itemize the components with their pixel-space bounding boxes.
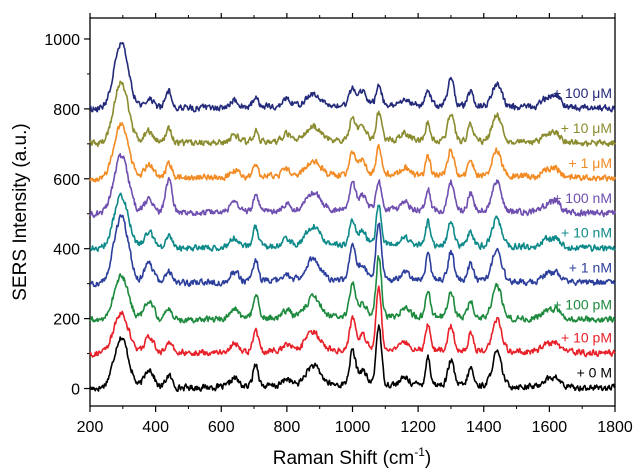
series-label: + 1 μM [569, 155, 612, 171]
y-tick-label: 1000 [44, 32, 80, 49]
series-line [89, 192, 616, 252]
x-tick-label: 1600 [532, 419, 568, 436]
axis-ticks: 200 400 600 800 1000 1200 1400 1600 1800 0 200 400 6… [44, 13, 633, 436]
x-tick-label: 1800 [597, 419, 633, 436]
x-tick-label: 1000 [335, 419, 371, 436]
x-tick-label: 1400 [466, 419, 502, 436]
y-tick-label: 200 [53, 312, 80, 329]
series-lines [89, 41, 616, 392]
series-label: + 100 nM [553, 190, 612, 206]
series-line [89, 285, 616, 358]
series-label: + 100 μM [553, 85, 612, 101]
series-line [89, 324, 616, 392]
y-axis-title: SERS Intensity (a.u.) [10, 123, 31, 300]
x-tick-label: 600 [208, 419, 235, 436]
x-tick-label: 400 [142, 419, 169, 436]
series-label: + 10 pM [561, 330, 612, 346]
series-label: + 1 nM [569, 260, 612, 276]
x-tick-label: 1200 [400, 419, 436, 436]
y-tick-label: 0 [71, 382, 80, 399]
x-tick-label: 800 [274, 419, 301, 436]
series-labels: + 0 M + 10 pM + 100 pM + 1 nM + 10 nM + 100 n… [553, 85, 612, 381]
series-line [89, 255, 616, 324]
series-line [89, 152, 616, 219]
series-label: + 100 pM [553, 296, 612, 312]
series-line [89, 80, 616, 148]
series-line [89, 41, 616, 113]
series-line [89, 214, 616, 288]
x-axis-title: Raman Shift (cm-1) [273, 445, 431, 469]
x-tick-label: 200 [77, 419, 104, 436]
y-tick-label: 400 [53, 242, 80, 259]
y-tick-label: 600 [53, 172, 80, 189]
y-tick-label: 800 [53, 102, 80, 119]
series-line [89, 122, 616, 183]
series-label: + 10 nM [561, 225, 612, 241]
series-label: + 0 M [577, 365, 612, 381]
series-label: + 10 μM [561, 120, 612, 136]
